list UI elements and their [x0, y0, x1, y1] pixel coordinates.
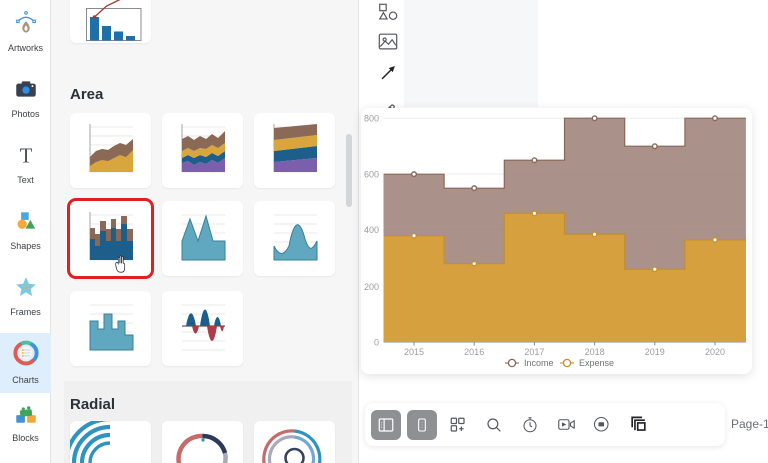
svg-text:T: T: [19, 146, 32, 168]
svg-text:Income: Income: [524, 358, 554, 368]
svg-text:400: 400: [364, 225, 379, 235]
svg-text:2019: 2019: [645, 347, 665, 357]
svg-text:2018: 2018: [585, 347, 605, 357]
svg-text:Expense: Expense: [579, 358, 614, 368]
svg-text:200: 200: [364, 282, 379, 292]
svg-text:0: 0: [374, 337, 379, 347]
svg-text:2017: 2017: [524, 347, 544, 357]
svg-text:2016: 2016: [464, 347, 484, 357]
svg-text:2015: 2015: [404, 347, 424, 357]
svg-text:600: 600: [364, 169, 379, 179]
svg-text:800: 800: [364, 114, 379, 124]
svg-text:2020: 2020: [705, 347, 725, 357]
